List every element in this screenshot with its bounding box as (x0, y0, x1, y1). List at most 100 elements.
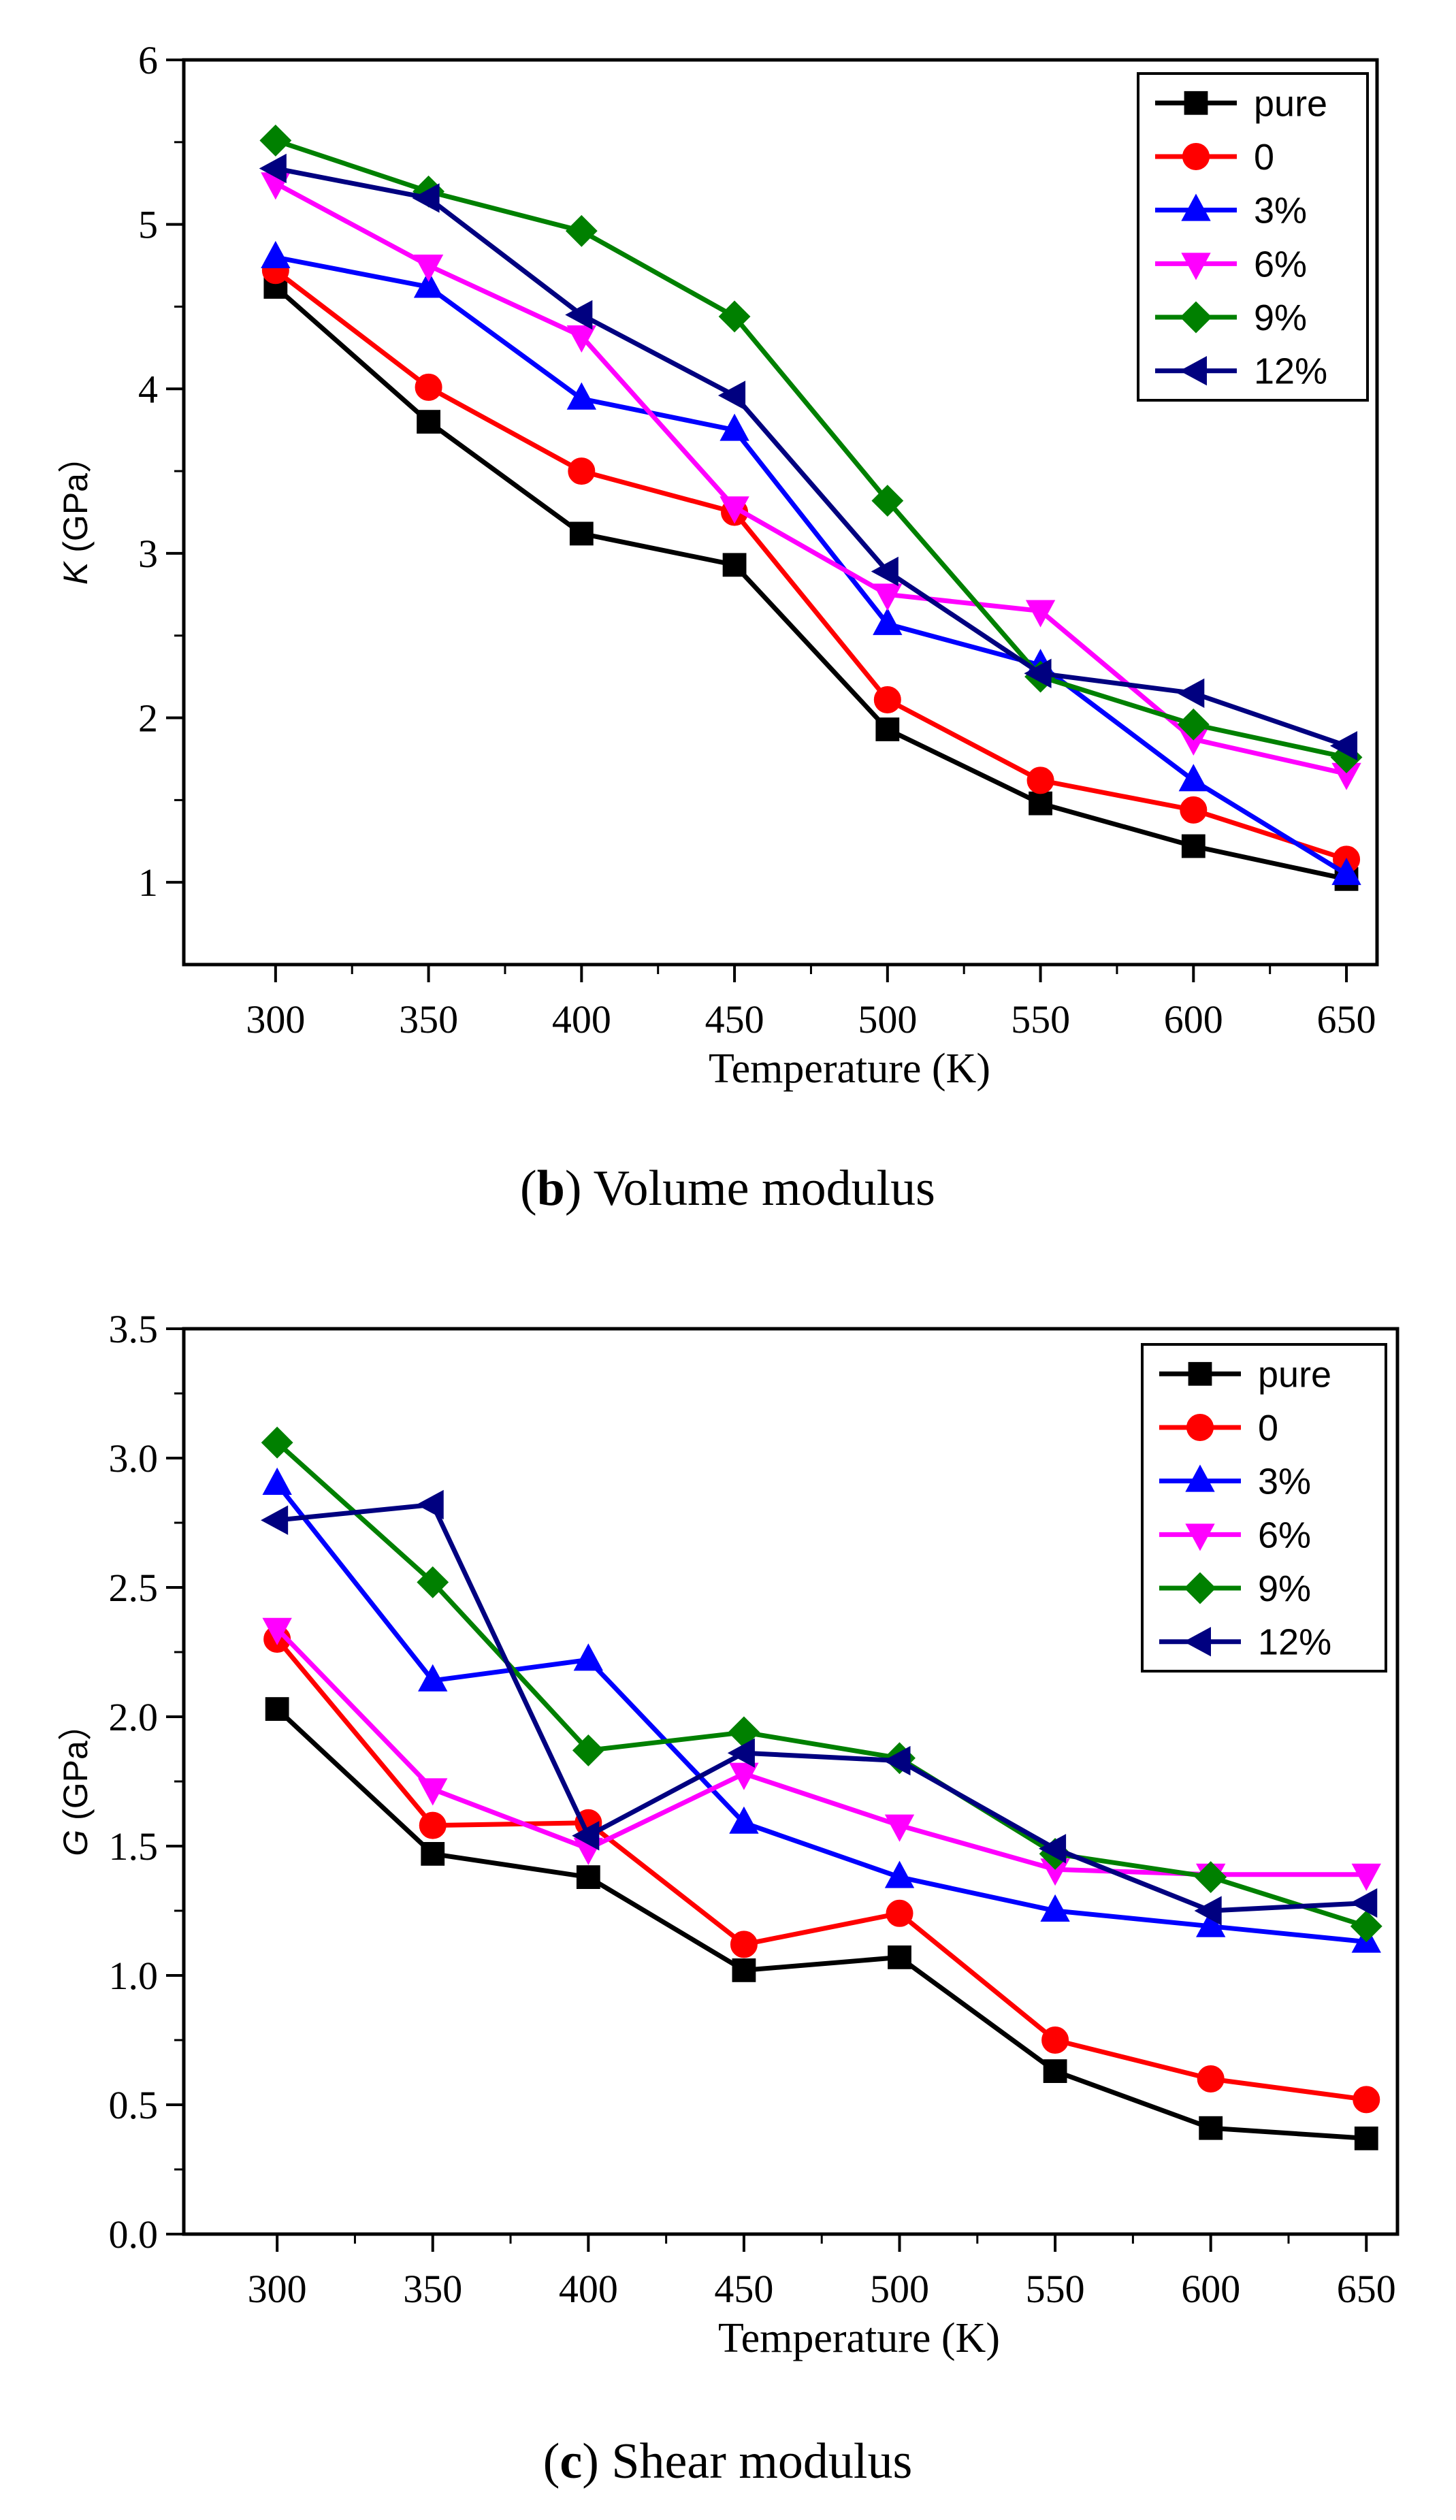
data-point-triangle-left (871, 556, 899, 587)
data-point-square (576, 1865, 600, 1889)
legend-item: 9% (1155, 297, 1307, 338)
x-tick-label: 300 (248, 2267, 307, 2311)
data-point-triangle-up (729, 1806, 759, 1834)
y-tick-label: 3.5 (109, 1307, 159, 1351)
data-point-circle (1182, 142, 1210, 170)
data-point-triangle-left (717, 381, 746, 410)
data-point-square (1184, 91, 1208, 115)
data-point-circle (730, 1931, 758, 1958)
data-point-square (888, 1945, 911, 1969)
data-point-circle (415, 373, 442, 401)
data-point-triangle-down (1351, 1863, 1381, 1891)
data-point-square (1029, 791, 1052, 815)
series-line (275, 1707, 1367, 2141)
data-point-diamond (1180, 301, 1212, 334)
data-point-triangle-left (565, 300, 593, 330)
data-point-triangle-left (883, 1745, 911, 1776)
legend-label: 6% (1254, 244, 1307, 285)
y-tick-label: 1.0 (109, 1954, 159, 1998)
legend-label: 0 (1258, 1408, 1278, 1449)
y-tick-label: 2.5 (109, 1566, 159, 1610)
x-tick-label: 550 (1011, 997, 1070, 1041)
caption-label: Volume modulus (594, 1161, 935, 1216)
data-point-diamond (572, 1734, 604, 1766)
data-point-diamond (1350, 1910, 1382, 1943)
data-point-circle (1197, 2065, 1225, 2093)
data-point-triangle-left (261, 1505, 289, 1535)
data-point-triangle-up (1331, 857, 1361, 886)
data-point-square (1188, 1361, 1212, 1386)
x-tick-label: 550 (1026, 2267, 1085, 2311)
series-12% (261, 1489, 1378, 1926)
axis-ticks: 300 350 400 450 500 550 600 650 0.0 0.5 1.0 1.5 2.0 2… (109, 1307, 1396, 2311)
data-point-triangle-left (1329, 730, 1358, 761)
data-point-square (1043, 2059, 1067, 2083)
data-point-diamond (565, 214, 598, 247)
legend-item: 6% (1159, 1515, 1311, 1555)
data-point-triangle-up (1185, 1464, 1215, 1492)
y-tick-label: 1.5 (109, 1824, 159, 1869)
data-point-triangle-left (416, 1489, 444, 1520)
data-point-square (1181, 834, 1206, 858)
x-tick-label: 400 (552, 997, 611, 1041)
series-line (275, 1482, 1367, 1945)
data-point-diamond (718, 300, 751, 333)
legend-item: 12% (1159, 1622, 1331, 1663)
data-point-triangle-left (1179, 356, 1207, 386)
data-point-square (1354, 2127, 1378, 2150)
data-point-triangle-down (1025, 600, 1056, 628)
data-point-triangle-up (262, 1467, 292, 1495)
legend-item: 3% (1159, 1461, 1311, 1502)
data-point-square (569, 521, 594, 546)
series-3% (261, 240, 1361, 886)
legend-label: pure (1258, 1354, 1331, 1395)
data-point-circle (1353, 2086, 1380, 2114)
x-tick-label: 650 (1337, 2267, 1396, 2311)
data-point-triangle-up (884, 1860, 915, 1888)
data-point-triangle-down (418, 1778, 448, 1806)
caption-label: Shear modulus (611, 2434, 912, 2489)
legend-label: 9% (1254, 297, 1307, 338)
legend-label: 9% (1258, 1568, 1311, 1609)
y-tick-label: 0.0 (109, 2212, 159, 2257)
data-point-circle (1026, 766, 1054, 794)
x-tick-label: 400 (559, 2267, 618, 2311)
x-tick-label: 500 (870, 2267, 929, 2311)
legend: pure 0 3% 6% 9% 12% (1137, 72, 1369, 402)
data-point-circle (886, 1899, 913, 1927)
axis-ticks: 300 350 400 450 500 550 600 650 1 2 3 4 5 6 (138, 38, 1376, 1041)
legend: pure 0 3% 6% 9% 12% (1141, 1343, 1387, 1673)
y-tick-label: 6 (138, 38, 158, 82)
caption-letter: b (537, 1161, 565, 1216)
data-point-triangle-down (1185, 1523, 1215, 1551)
data-point-square (1199, 2116, 1223, 2140)
series-line (275, 1440, 1368, 1929)
data-point-triangle-up (1181, 193, 1211, 221)
legend-label: 3% (1254, 191, 1307, 231)
volume-modulus-panel: 300 350 400 450 500 550 600 650 1 2 3 4 5 6 pure 0 3% 6%… (56, 38, 1379, 1216)
data-point-triangle-up (719, 413, 749, 441)
data-point-circle (1180, 796, 1208, 824)
legend-label: 6% (1258, 1515, 1311, 1555)
series-line (275, 255, 1348, 877)
data-point-circle (568, 457, 596, 485)
legend-box (1141, 1343, 1387, 1673)
data-point-square (875, 717, 900, 741)
legend-item: 3% (1155, 191, 1307, 231)
data-point-diamond (417, 1566, 449, 1598)
series-line (276, 1502, 1367, 1913)
data-series (259, 124, 1363, 891)
legend-item: 12% (1155, 351, 1327, 392)
data-point-circle (1186, 1413, 1214, 1441)
data-point-triangle-left (1350, 1888, 1378, 1918)
series-line (274, 285, 1347, 882)
x-tick-label: 500 (858, 997, 917, 1041)
x-tick-label: 450 (714, 2267, 773, 2311)
data-point-triangle-down (884, 1814, 915, 1842)
legend-item: 9% (1159, 1568, 1311, 1609)
y-tick-label: 3 (138, 532, 158, 576)
data-point-diamond (1195, 1861, 1227, 1894)
legend-label: pure (1254, 83, 1327, 124)
series-12% (259, 153, 1358, 761)
